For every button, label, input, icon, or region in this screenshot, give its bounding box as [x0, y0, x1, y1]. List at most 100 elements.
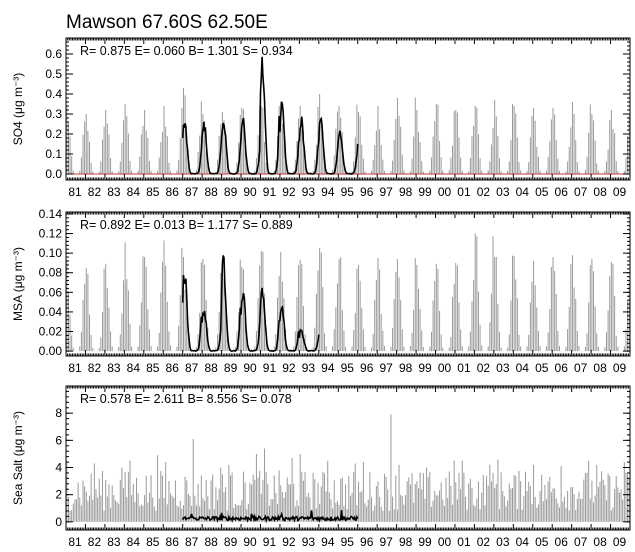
- x-tick-label: 98: [399, 185, 413, 199]
- x-tick-label: 05: [535, 361, 549, 375]
- x-tick-label: 99: [418, 185, 432, 199]
- x-tick-label: 82: [88, 361, 102, 375]
- y-tick-label: 0.2: [45, 127, 62, 141]
- y-tick-label: 0.00: [39, 344, 63, 358]
- x-tick-label: 91: [263, 361, 277, 375]
- x-tick-label: 01: [457, 361, 471, 375]
- y-tick-label: 0.4: [45, 87, 62, 101]
- x-tick-label: 92: [282, 535, 296, 549]
- x-tick-label: 99: [418, 535, 432, 549]
- x-tick-label: 08: [593, 535, 607, 549]
- x-tick-label: 94: [321, 361, 335, 375]
- model-bars: [66, 88, 630, 174]
- x-tick-label: 87: [185, 185, 199, 199]
- panels: 0.00.10.20.30.40.50.681 82 83 84 85 86 87 88 89 9…: [11, 37, 631, 549]
- x-tick-label: 03: [496, 185, 510, 199]
- y-tick-label: 0.02: [39, 325, 63, 339]
- x-tick-label: 85: [146, 361, 160, 375]
- y-tick-label: 0.3: [45, 107, 62, 121]
- x-tick-label: 07: [574, 185, 588, 199]
- x-tick-label: 02: [477, 535, 491, 549]
- x-tick-label: 98: [399, 361, 413, 375]
- x-tick-label: 07: [574, 361, 588, 375]
- x-tick-label: 91: [263, 185, 277, 199]
- x-tick-label: 94: [321, 185, 335, 199]
- y-tick-label: 0.5: [45, 67, 62, 81]
- x-tick-label: 81: [68, 185, 82, 199]
- x-tick-label: 03: [496, 535, 510, 549]
- x-tick-label: 09: [613, 535, 627, 549]
- stats-annotation: R= 0.875 E= 0.060 B= 1.301 S= 0.934: [80, 44, 293, 58]
- plot-frame: [65, 37, 631, 181]
- observed-line: [181, 255, 320, 352]
- y-tick-label: 4: [55, 461, 62, 475]
- y-tick-label: 0.06: [39, 285, 63, 299]
- x-tick-label: 81: [68, 535, 82, 549]
- x-tick-label: 00: [438, 535, 452, 549]
- x-tick-label: 90: [243, 361, 257, 375]
- x-tick-label: 97: [379, 361, 393, 375]
- x-tick-label: 05: [535, 535, 549, 549]
- x-tick-label: 93: [302, 361, 316, 375]
- x-tick-label: 88: [204, 185, 218, 199]
- stats-annotation: R= 0.578 E= 2.611 B= 8.556 S= 0.078: [80, 392, 292, 406]
- x-tick-label: 86: [166, 361, 180, 375]
- x-tick-label: 89: [224, 535, 238, 549]
- x-tick-label: 84: [127, 361, 141, 375]
- y-tick-label: 2: [55, 488, 62, 502]
- x-tick-label: 00: [438, 185, 452, 199]
- x-tick-label: 88: [204, 361, 218, 375]
- x-tick-label: 95: [341, 185, 355, 199]
- y-tick-label: 8: [55, 406, 62, 420]
- x-tick-label: 93: [302, 185, 316, 199]
- x-tick-label: 83: [107, 185, 121, 199]
- y-tick-label: 0: [55, 515, 62, 529]
- x-tick-label: 85: [146, 185, 160, 199]
- x-tick-label: 04: [516, 185, 530, 199]
- y-tick-label: 0.1: [45, 147, 62, 161]
- x-tick-label: 07: [574, 535, 588, 549]
- y-tick-label: 0.10: [39, 246, 63, 260]
- x-tick-label: 02: [477, 361, 491, 375]
- x-tick-label: 96: [360, 185, 374, 199]
- plot-frame: [65, 211, 631, 357]
- y-tick-label: 0.08: [39, 266, 63, 280]
- x-tick-label: 06: [555, 361, 569, 375]
- model-bars: [66, 233, 630, 352]
- x-tick-label: 84: [127, 185, 141, 199]
- y-axis-label: MSA (μg m⁻³): [11, 247, 25, 321]
- stats-annotation: R= 0.892 E= 0.013 B= 1.177 S= 0.889: [80, 218, 293, 232]
- x-tick-label: 90: [243, 535, 257, 549]
- x-tick-label: 08: [593, 185, 607, 199]
- x-tick-label: 92: [282, 361, 296, 375]
- x-tick-label: 09: [613, 361, 627, 375]
- x-tick-label: 96: [360, 535, 374, 549]
- y-tick-label: 0.04: [39, 305, 63, 319]
- x-tick-label: 82: [88, 185, 102, 199]
- x-tick-label: 92: [282, 185, 296, 199]
- x-tick-label: 99: [418, 361, 432, 375]
- x-tick-label: 97: [379, 185, 393, 199]
- y-tick-label: 0.12: [39, 227, 63, 241]
- x-tick-label: 93: [302, 535, 316, 549]
- x-tick-label: 06: [555, 185, 569, 199]
- x-tick-label: 95: [341, 361, 355, 375]
- x-tick-label: 89: [224, 361, 238, 375]
- observed-line: [181, 56, 359, 175]
- x-tick-label: 09: [613, 185, 627, 199]
- x-tick-label: 84: [127, 535, 141, 549]
- x-tick-label: 82: [88, 535, 102, 549]
- x-tick-label: 00: [438, 361, 452, 375]
- panel-2: 0.00 0.02 0.04 0.06 0.08 0.10 0.12 0.14 81 82 83 84…: [11, 207, 631, 375]
- x-tick-label: 91: [263, 535, 277, 549]
- model-bars: [66, 414, 630, 522]
- x-tick-label: 89: [224, 185, 238, 199]
- x-tick-label: 98: [399, 535, 413, 549]
- observed-line: [181, 510, 359, 524]
- y-tick-label: 6: [55, 433, 62, 447]
- x-tick-label: 94: [321, 535, 335, 549]
- x-tick-label: 95: [341, 535, 355, 549]
- x-tick-label: 01: [457, 535, 471, 549]
